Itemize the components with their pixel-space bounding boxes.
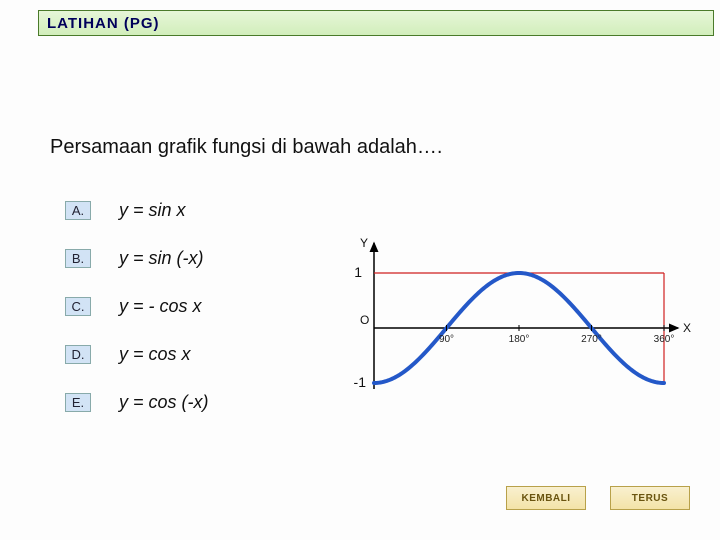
option-b[interactable]: B. y = sin (-x)	[65, 234, 365, 282]
next-button[interactable]: TERUS	[610, 486, 690, 510]
option-a[interactable]: A. y = sin x	[65, 186, 365, 234]
question-text: Persamaan grafik fungsi di bawah adalah……	[50, 136, 442, 159]
option-text: y = sin x	[119, 200, 186, 221]
back-button[interactable]: KEMBALI	[506, 486, 586, 510]
svg-text:X: X	[683, 321, 691, 335]
option-text: y = - cos x	[119, 296, 202, 317]
svg-text:360°: 360°	[654, 334, 675, 345]
svg-text:Y: Y	[360, 236, 368, 250]
svg-text:270°: 270°	[581, 334, 602, 345]
header-title: LATIHAN (PG)	[47, 15, 160, 32]
svg-text:1: 1	[354, 264, 362, 280]
option-text: y = cos (-x)	[119, 392, 209, 413]
page-header: LATIHAN (PG)	[38, 10, 714, 36]
option-text: y = sin (-x)	[119, 248, 204, 269]
option-text: y = cos x	[119, 344, 191, 365]
option-letter: C.	[65, 297, 91, 316]
svg-text:180°: 180°	[509, 334, 530, 345]
option-letter: E.	[65, 393, 91, 412]
nav-row: KEMBALI TERUS	[506, 486, 690, 510]
svg-text:90°: 90°	[439, 334, 454, 345]
option-letter: D.	[65, 345, 91, 364]
option-d[interactable]: D. y = cos x	[65, 330, 365, 378]
options-list: A. y = sin x B. y = sin (-x) C. y = - co…	[65, 186, 365, 426]
svg-text:-1: -1	[354, 374, 367, 390]
option-letter: A.	[65, 201, 91, 220]
svg-text:O: O	[360, 313, 369, 327]
option-e[interactable]: E. y = cos (-x)	[65, 378, 365, 426]
option-c[interactable]: C. y = - cos x	[65, 282, 365, 330]
function-chart: 90° 180° 270° 360° 1 -1 Y X O	[334, 228, 694, 398]
option-letter: B.	[65, 249, 91, 268]
